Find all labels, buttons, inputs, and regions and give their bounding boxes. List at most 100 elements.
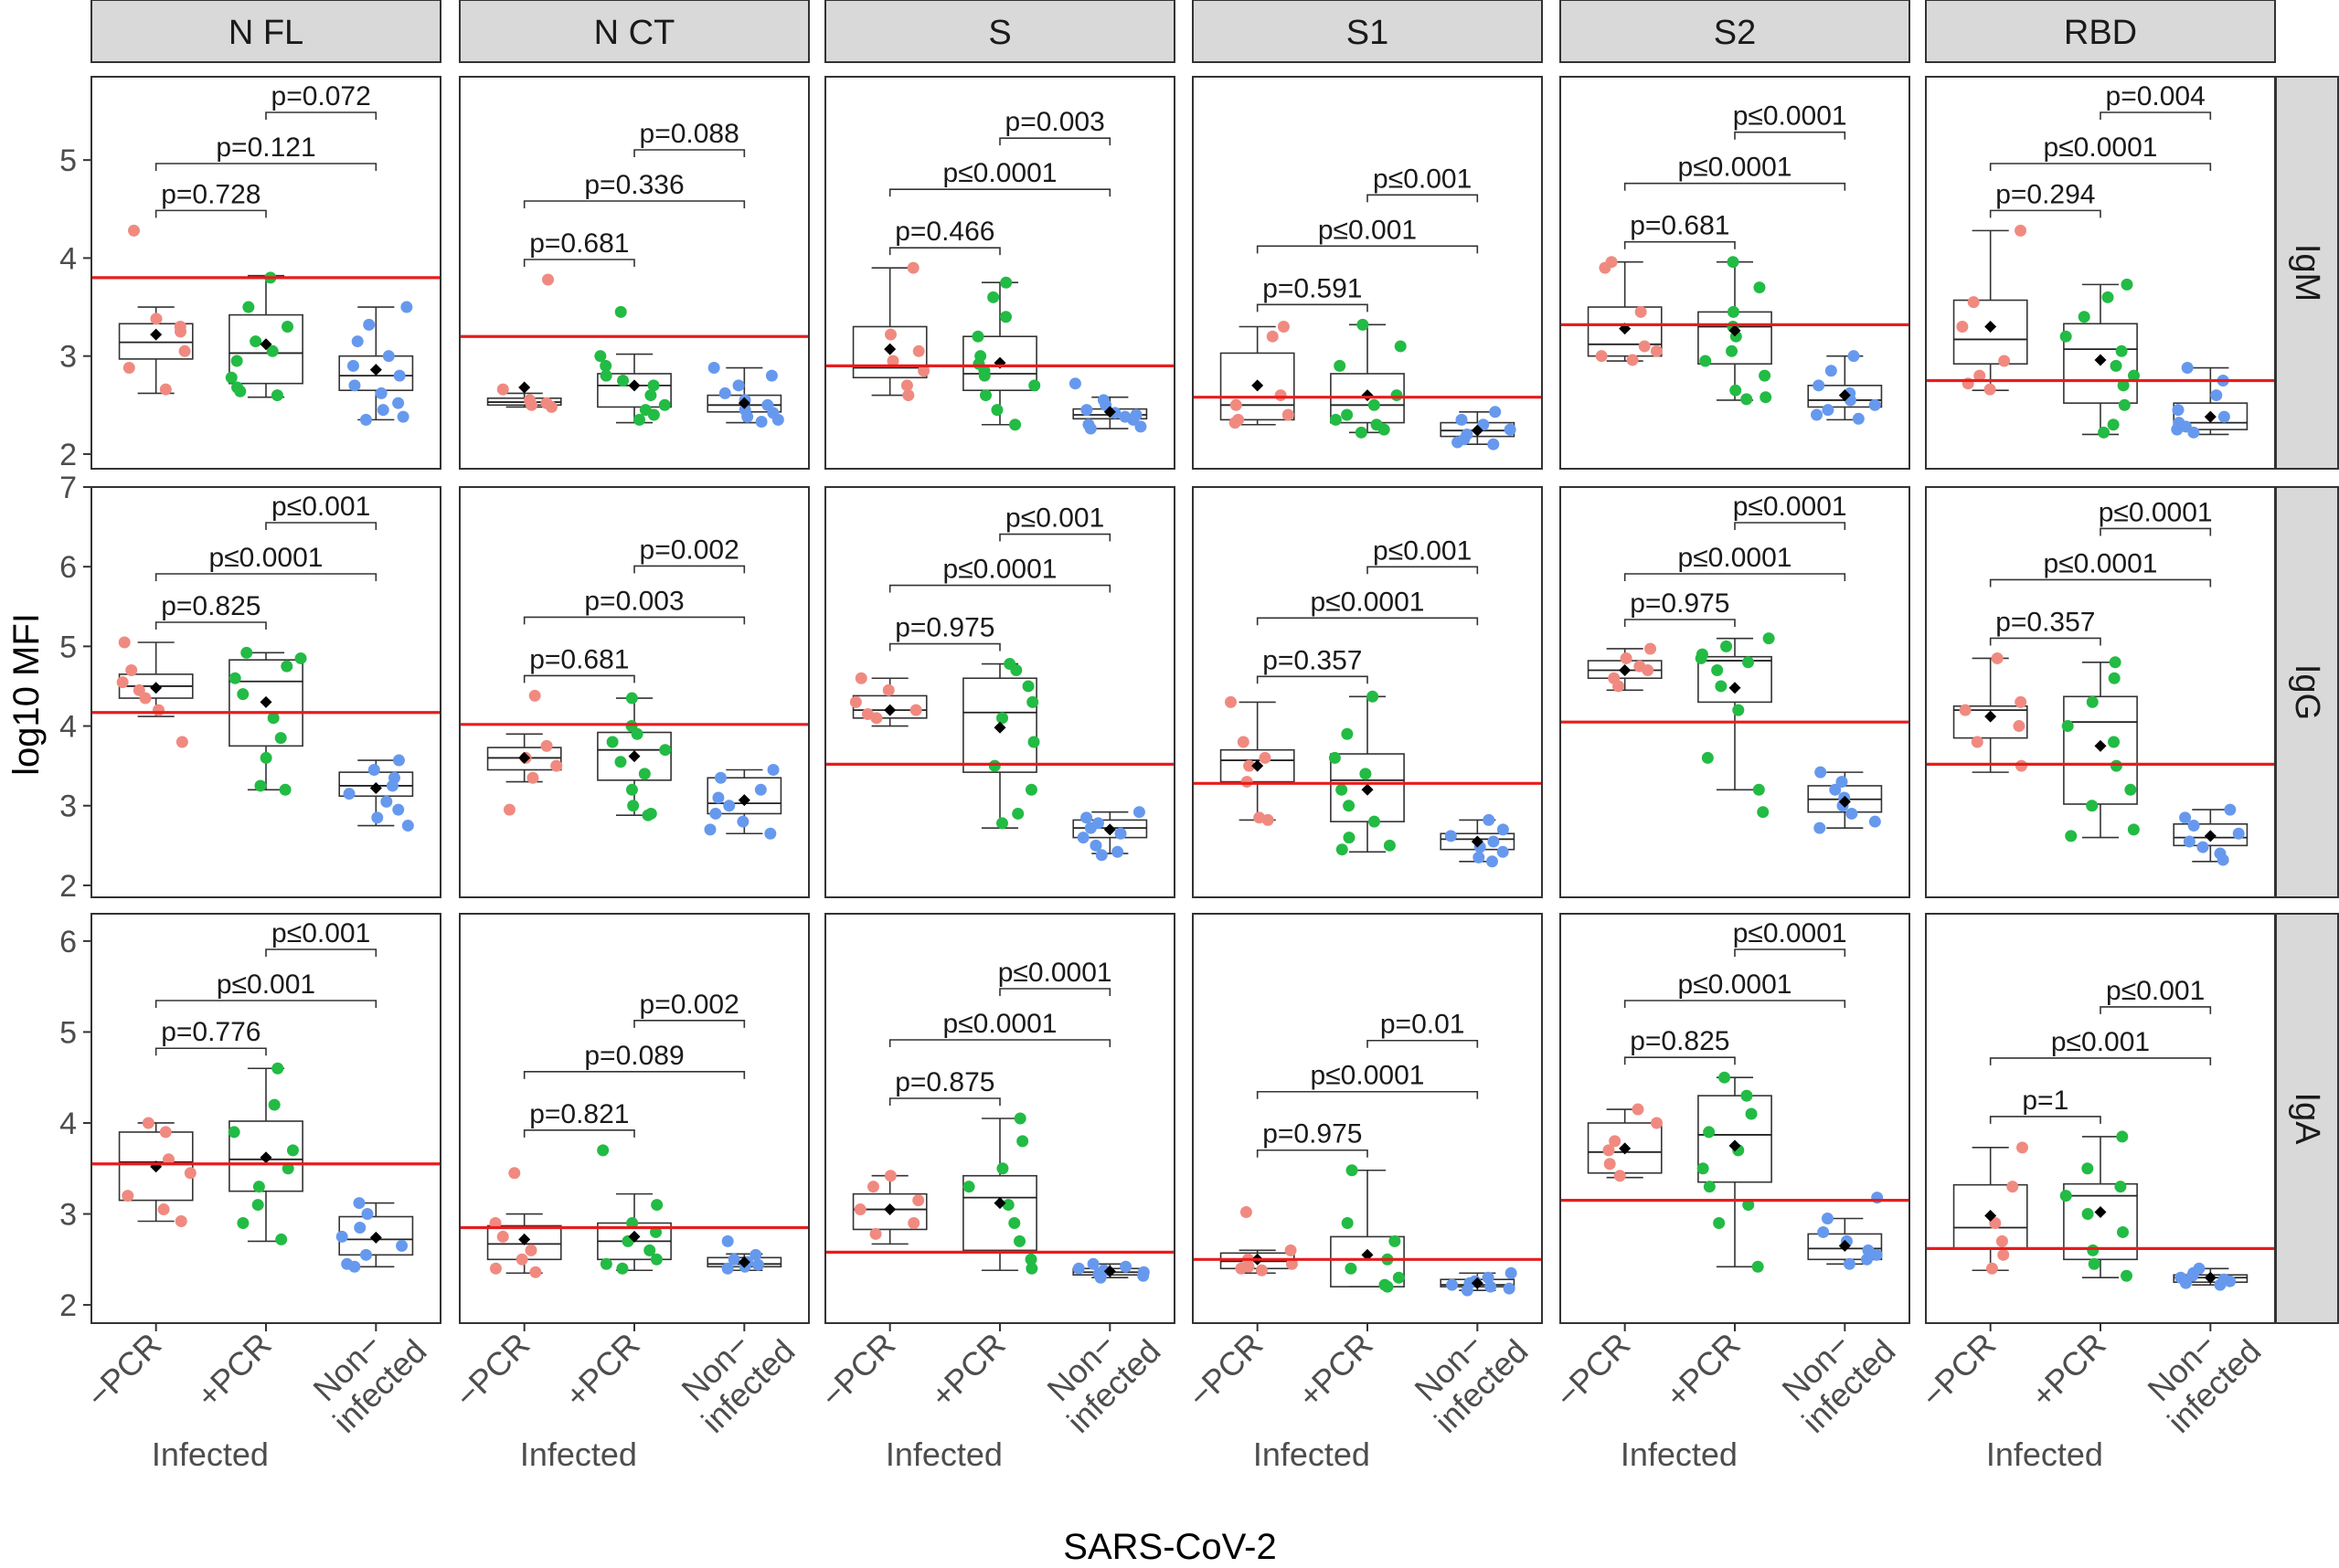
- data-point: [1995, 1234, 2008, 1247]
- data-point: [228, 1126, 240, 1139]
- panel-iga-s1: p=0.975 p≤0.0001 p=0.01: [1192, 913, 1543, 1324]
- data-point: [1084, 422, 1097, 435]
- data-point: [175, 1214, 187, 1227]
- data-point: [1341, 727, 1354, 740]
- significance-pvalue: p=0.975: [1630, 588, 1729, 619]
- significance-pvalue: p≤0.001: [1005, 503, 1104, 534]
- data-point: [125, 664, 138, 677]
- data-point: [2087, 1244, 2100, 1256]
- significance-pvalue: p≤0.0001: [1311, 1061, 1425, 1091]
- y-axis-title: log10 MFI: [6, 613, 47, 776]
- significance-pvalue: p≤0.0001: [1733, 918, 1847, 948]
- data-point: [2232, 827, 2245, 840]
- data-point: [962, 1181, 975, 1193]
- mean-marker: [1619, 1142, 1632, 1155]
- data-point: [647, 379, 660, 392]
- data-point: [351, 335, 364, 348]
- column-strip-label: RBD: [2064, 14, 2137, 52]
- data-point: [2224, 1275, 2237, 1287]
- significance-pvalue: p≤0.0001: [1733, 101, 1847, 132]
- data-point: [1367, 815, 1380, 828]
- y-tick-label: 5: [59, 1015, 77, 1050]
- significance-bracket: [2100, 1006, 2212, 1014]
- data-point: [1022, 680, 1035, 693]
- data-point: [348, 1260, 361, 1273]
- data-point: [1824, 365, 1837, 377]
- data-point: [1132, 806, 1145, 819]
- data-point: [2214, 1278, 2227, 1291]
- data-point: [1718, 1071, 1731, 1084]
- significance-bracket: [1256, 245, 1479, 254]
- data-point: [401, 820, 414, 832]
- significance-bracket: [633, 565, 746, 574]
- panel-iga-n-ct: p=0.821 p=0.089 p=0.002: [459, 913, 810, 1324]
- data-point: [1127, 413, 1140, 426]
- data-point: [268, 1098, 281, 1111]
- mean-marker: [738, 1255, 750, 1268]
- data-point: [1473, 851, 1485, 863]
- data-point: [1134, 420, 1147, 433]
- box: [1697, 1095, 1772, 1183]
- data-point: [2179, 1277, 2192, 1289]
- mean-marker: [1251, 759, 1264, 772]
- data-point: [271, 1062, 284, 1075]
- significance-bracket: [154, 209, 267, 218]
- data-point: [1111, 845, 1124, 858]
- data-point: [1742, 656, 1755, 669]
- column-strip-label: S2: [1714, 14, 1756, 52]
- data-point: [489, 1262, 502, 1275]
- data-point: [631, 727, 643, 740]
- data-point: [1266, 330, 1279, 343]
- mean-marker: [1619, 664, 1632, 677]
- data-point: [2124, 783, 2137, 796]
- data-point: [625, 783, 638, 796]
- box: [229, 1120, 303, 1192]
- data-point: [616, 1262, 629, 1275]
- mean-marker: [738, 397, 750, 409]
- mean-marker: [884, 343, 897, 355]
- significance-pvalue: p=0.003: [1005, 107, 1105, 137]
- box: [1952, 705, 2028, 739]
- data-point: [633, 413, 645, 426]
- significance-bracket: [154, 621, 267, 630]
- data-point: [912, 344, 925, 357]
- data-point: [600, 359, 612, 372]
- data-point: [354, 1221, 367, 1234]
- data-point: [2059, 1190, 2072, 1202]
- data-point: [617, 374, 630, 387]
- row-strip-label: IgG: [2288, 664, 2326, 720]
- data-point: [1852, 412, 1865, 425]
- data-point: [907, 261, 920, 274]
- data-point: [1084, 821, 1097, 834]
- data-point: [1959, 704, 1972, 716]
- data-point: [1329, 413, 1342, 426]
- data-point: [133, 683, 145, 696]
- data-point: [386, 779, 399, 792]
- data-point: [1711, 664, 1724, 677]
- data-point: [1695, 652, 1707, 664]
- data-point: [2127, 823, 2140, 836]
- data-point: [2110, 359, 2122, 372]
- data-point: [1813, 379, 1825, 392]
- x-group-label: Infected: [886, 1436, 1003, 1473]
- data-point: [755, 416, 768, 429]
- data-point: [1503, 1282, 1515, 1295]
- significance-bracket: [523, 200, 746, 209]
- data-point: [229, 672, 241, 684]
- mean-marker: [1103, 1265, 1116, 1277]
- data-point: [1335, 843, 1348, 856]
- mean-marker: [2204, 830, 2217, 842]
- significance-pvalue: p=0.681: [529, 228, 629, 259]
- data-point: [122, 362, 135, 375]
- data-point: [1343, 800, 1356, 812]
- box: [1330, 1235, 1405, 1287]
- data-point: [737, 815, 750, 828]
- mean-marker: [2204, 1271, 2217, 1284]
- data-point: [184, 1167, 197, 1180]
- data-point: [1720, 640, 1733, 652]
- significance-bracket: [1989, 209, 2101, 218]
- data-point: [1713, 1216, 1726, 1229]
- data-point: [525, 1244, 537, 1256]
- data-point: [348, 379, 361, 392]
- significance-pvalue: p=0.825: [161, 591, 260, 621]
